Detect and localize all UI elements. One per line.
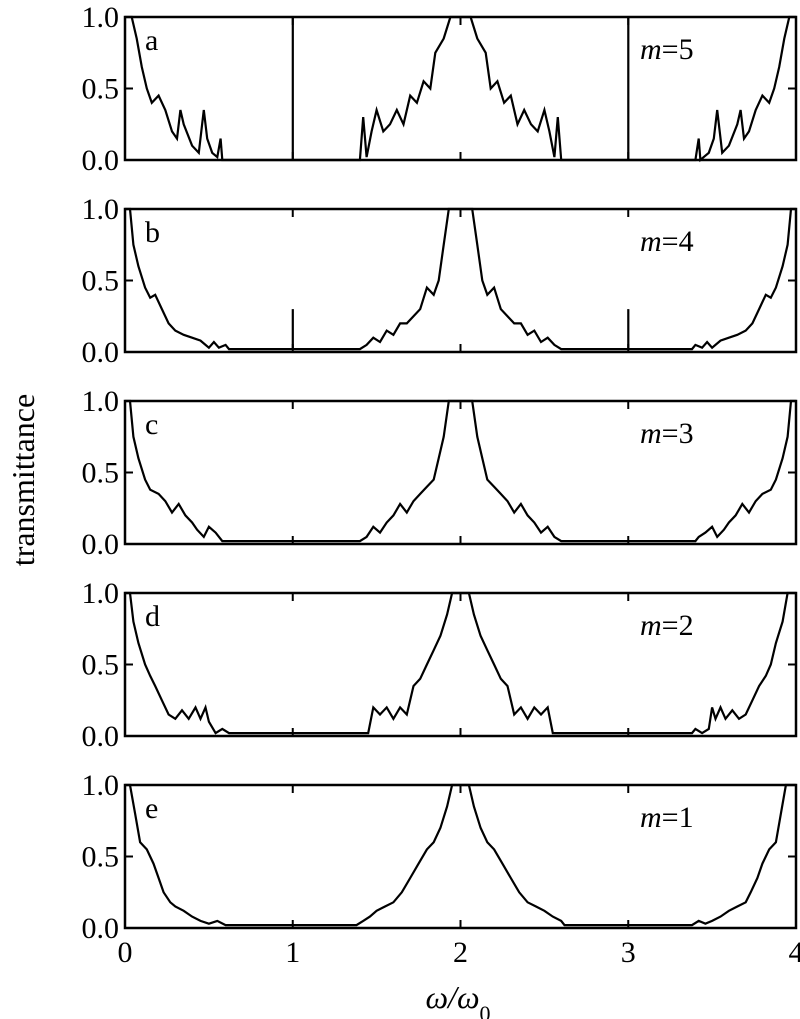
x-tick-label: 4 <box>789 936 800 969</box>
m-label-value: =4 <box>662 225 694 258</box>
y-tick-label: 1.0 <box>82 769 120 802</box>
x-axis-label: ω/ω0 <box>425 979 490 1019</box>
plot-frame <box>123 591 798 738</box>
panels-group: 0.00.51.0a m=50.00.51.0b m=40.00.51.0c m=30… <box>82 1 800 969</box>
y-tick-label: 0.0 <box>82 720 120 753</box>
m-label-value: =1 <box>662 801 694 834</box>
y-tick-label: 0.5 <box>82 649 120 682</box>
y-tick-label: 0.0 <box>82 144 120 177</box>
panel-d: 0.0 0.5 1.0 d m=2 <box>82 577 798 753</box>
x-tick-label: 3 <box>621 936 636 969</box>
x-axis-label-sub: 0 <box>480 1001 491 1019</box>
transmittance-line <box>125 783 796 927</box>
y-tick-label: 0.5 <box>82 457 120 490</box>
y-tick-label: 0.0 <box>82 336 120 369</box>
m-label-symbol: m <box>640 225 662 258</box>
m-label: m=1 <box>640 801 694 834</box>
panel-letter: e <box>145 792 158 825</box>
y-tick-label: 0.0 <box>82 912 120 945</box>
transmittance-line <box>125 15 796 163</box>
panel-e: 0 1 2 3 4 0.0 0.5 1.0 e m=1 <box>82 769 800 969</box>
m-label: m=5 <box>640 33 694 66</box>
plot-frame <box>123 399 798 546</box>
m-label-symbol: m <box>640 801 662 834</box>
x-axis-label-main: ω/ω <box>425 979 479 1015</box>
panel-b: 0.0 0.5 1.0 b m=4 <box>82 193 798 369</box>
m-label-symbol: m <box>640 609 662 642</box>
panel-letter: c <box>145 408 158 441</box>
panel-letter: b <box>145 216 160 249</box>
m-label-value: =2 <box>662 609 694 642</box>
y-tick-label: 0.0 <box>82 528 120 561</box>
m-label-value: =5 <box>662 33 694 66</box>
m-label: m=2 <box>640 609 694 642</box>
y-tick-label: 1.0 <box>82 1 120 34</box>
y-tick-label: 0.5 <box>82 841 120 874</box>
m-label-symbol: m <box>640 417 662 450</box>
plot-frame <box>123 15 798 162</box>
transmittance-line <box>125 207 796 351</box>
transmittance-line <box>125 399 796 543</box>
m-label: m=4 <box>640 225 694 258</box>
y-axis-label: transmittance <box>5 394 41 566</box>
panel-letter: d <box>145 600 160 633</box>
plot-frame <box>123 207 798 354</box>
panel-c: 0.0 0.5 1.0 c m=3 <box>82 385 798 561</box>
x-tick-label: 0 <box>118 936 133 969</box>
y-tick-label: 0.5 <box>82 265 120 298</box>
transmittance-line <box>125 591 796 735</box>
panel-a: 0.0 0.5 1.0 a m=5 <box>82 1 798 177</box>
y-tick-label: 1.0 <box>82 385 120 418</box>
y-tick-label: 0.5 <box>82 73 120 106</box>
x-tick-label: 2 <box>453 936 468 969</box>
y-tick-label: 1.0 <box>82 577 120 610</box>
y-tick-label: 1.0 <box>82 193 120 226</box>
panel-letter: a <box>145 24 158 57</box>
plot-frame <box>123 783 798 930</box>
x-tick-label: 1 <box>285 936 300 969</box>
m-label: m=3 <box>640 417 694 450</box>
m-label-value: =3 <box>662 417 694 450</box>
m-label-symbol: m <box>640 33 662 66</box>
